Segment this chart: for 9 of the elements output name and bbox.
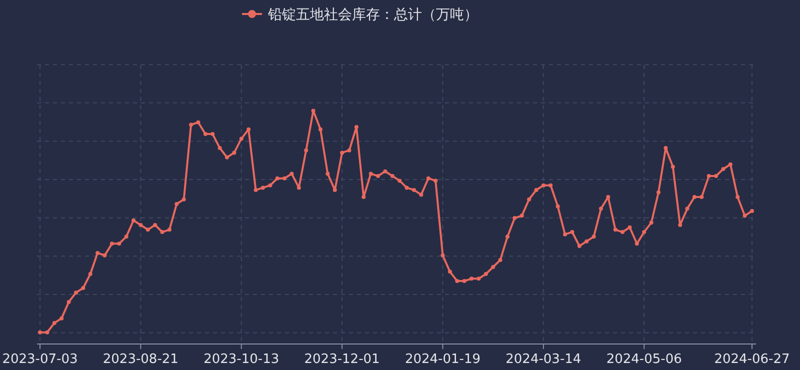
x-tick-label: 2023-08-21 (102, 352, 178, 367)
x-tick-label: 2024-03-14 (506, 352, 582, 367)
x-tick-label: 2024-06-27 (714, 352, 790, 367)
x-tick-label: 2023-10-13 (204, 352, 280, 367)
legend-label: 铅锭五地社会库存：总计（万吨） (267, 7, 478, 23)
x-tick-label: 2023-12-01 (304, 352, 380, 367)
x-tick-label: 2024-05-06 (606, 352, 682, 367)
x-tick-label: 2024-01-19 (404, 352, 481, 367)
x-tick-label: 2023-07-03 (2, 352, 78, 367)
